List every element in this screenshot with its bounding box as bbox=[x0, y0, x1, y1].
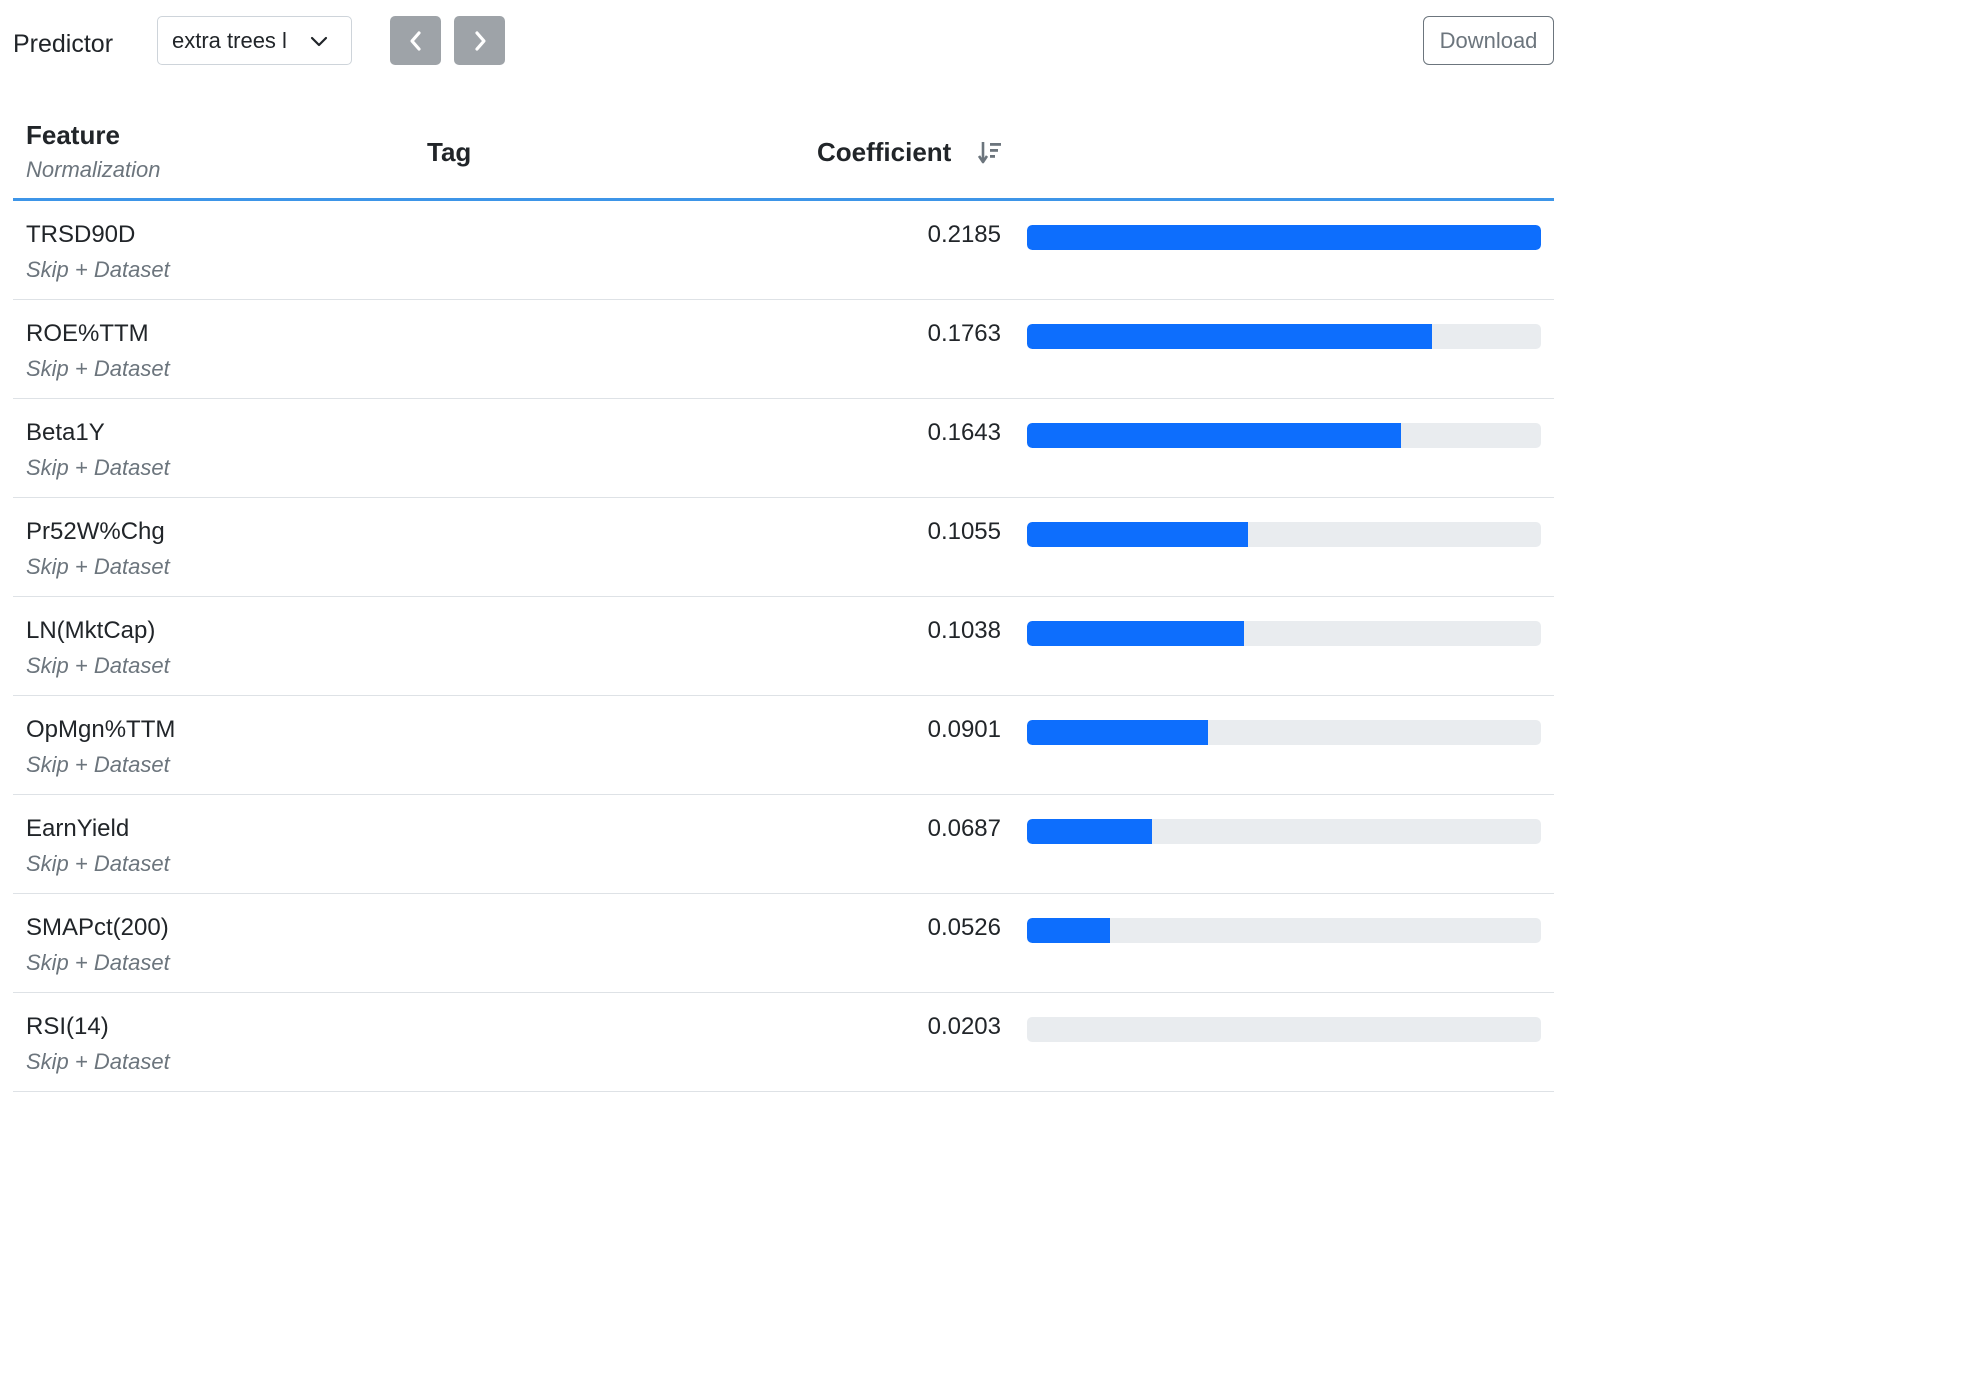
coefficient-bar-track bbox=[1027, 225, 1541, 250]
coefficient-bar-fill bbox=[1027, 819, 1152, 844]
coefficient-bar-track bbox=[1027, 918, 1541, 943]
predictor-label: Predictor bbox=[13, 30, 114, 58]
chevron-right-icon bbox=[474, 30, 486, 51]
feature-column-header: Feature bbox=[26, 120, 120, 150]
table-row[interactable]: LN(MktCap) Skip + Dataset 0.1038 bbox=[13, 597, 1554, 696]
feature-normalization: Skip + Dataset bbox=[26, 455, 170, 480]
coefficient-bar-track bbox=[1027, 324, 1541, 349]
coefficient-bar-track bbox=[1027, 1017, 1541, 1042]
feature-normalization: Skip + Dataset bbox=[26, 356, 170, 381]
feature-name: EarnYield bbox=[26, 815, 130, 842]
coefficient-bar-fill bbox=[1027, 621, 1244, 646]
coefficient-value: 0.0203 bbox=[927, 1013, 1001, 1040]
coefficient-column-header[interactable]: Coefficient bbox=[817, 137, 952, 167]
coefficient-bar-fill bbox=[1027, 918, 1111, 943]
normalization-column-header: Normalization bbox=[26, 157, 161, 182]
coefficient-value: 0.0526 bbox=[927, 914, 1001, 941]
table-body: TRSD90D Skip + Dataset 0.2185 ROE%TTM Skip +… bbox=[13, 201, 1554, 1092]
feature-name: Pr52W%Chg bbox=[26, 518, 165, 545]
coefficient-bar-fill bbox=[1027, 522, 1249, 547]
table-row[interactable]: EarnYield Skip + Dataset 0.0687 bbox=[13, 795, 1554, 894]
coefficient-bar-fill bbox=[1027, 720, 1208, 745]
coefficient-value: 0.2185 bbox=[927, 221, 1001, 248]
table-row[interactable]: TRSD90D Skip + Dataset 0.2185 bbox=[13, 201, 1554, 300]
feature-normalization: Skip + Dataset bbox=[26, 851, 170, 876]
toolbar: Predictor extra trees l Download bbox=[0, 0, 1568, 80]
table-header: Feature Normalization Tag Coefficient bbox=[13, 100, 1554, 201]
predictor-select-value: extra trees l bbox=[172, 27, 287, 53]
coefficient-bar-track bbox=[1027, 720, 1541, 745]
coefficient-bar-track bbox=[1027, 423, 1541, 448]
feature-name: RSI(14) bbox=[26, 1013, 109, 1040]
predictor-select[interactable]: extra trees l bbox=[157, 16, 352, 65]
previous-predictor-button[interactable] bbox=[390, 16, 441, 65]
chevron-left-icon bbox=[409, 30, 421, 51]
feature-normalization: Skip + Dataset bbox=[26, 752, 170, 777]
table-row[interactable]: Beta1Y Skip + Dataset 0.1643 bbox=[13, 399, 1554, 498]
coefficient-bar-track bbox=[1027, 621, 1541, 646]
feature-name: LN(MktCap) bbox=[26, 617, 156, 644]
feature-name: TRSD90D bbox=[26, 221, 136, 248]
feature-name: SMAPct(200) bbox=[26, 914, 169, 941]
coefficient-bar-track bbox=[1027, 819, 1541, 844]
coefficient-value: 0.1763 bbox=[927, 320, 1001, 347]
table-row[interactable]: RSI(14) Skip + Dataset 0.0203 bbox=[13, 993, 1554, 1092]
tag-column-header: Tag bbox=[427, 137, 472, 167]
table-row[interactable]: SMAPct(200) Skip + Dataset 0.0526 bbox=[13, 894, 1554, 993]
coefficient-bar-fill bbox=[1027, 423, 1402, 448]
next-predictor-button[interactable] bbox=[454, 16, 505, 65]
coefficient-value: 0.0901 bbox=[927, 716, 1001, 743]
table-row[interactable]: Pr52W%Chg Skip + Dataset 0.1055 bbox=[13, 498, 1554, 597]
feature-normalization: Skip + Dataset bbox=[26, 1049, 170, 1074]
coefficient-value: 0.0687 bbox=[927, 815, 1001, 842]
coefficient-table: Feature Normalization Tag Coefficient TR… bbox=[13, 100, 1554, 1092]
chevron-down-icon bbox=[310, 36, 328, 47]
download-button[interactable]: Download bbox=[1423, 16, 1554, 65]
feature-normalization: Skip + Dataset bbox=[26, 950, 170, 975]
sort-descending-icon[interactable] bbox=[977, 139, 1003, 167]
coefficient-value: 0.1643 bbox=[927, 419, 1001, 446]
coefficient-value: 0.1055 bbox=[927, 518, 1001, 545]
feature-name: OpMgn%TTM bbox=[26, 716, 176, 743]
coefficient-bar-fill bbox=[1027, 324, 1433, 349]
coefficient-bar-fill bbox=[1027, 225, 1541, 250]
table-row[interactable]: OpMgn%TTM Skip + Dataset 0.0901 bbox=[13, 696, 1554, 795]
feature-name: ROE%TTM bbox=[26, 320, 149, 347]
table-row[interactable]: ROE%TTM Skip + Dataset 0.1763 bbox=[13, 300, 1554, 399]
coefficient-value: 0.1038 bbox=[927, 617, 1001, 644]
feature-normalization: Skip + Dataset bbox=[26, 257, 170, 282]
feature-name: Beta1Y bbox=[26, 419, 105, 446]
feature-normalization: Skip + Dataset bbox=[26, 653, 170, 678]
coefficient-bar-track bbox=[1027, 522, 1541, 547]
feature-normalization: Skip + Dataset bbox=[26, 554, 170, 579]
